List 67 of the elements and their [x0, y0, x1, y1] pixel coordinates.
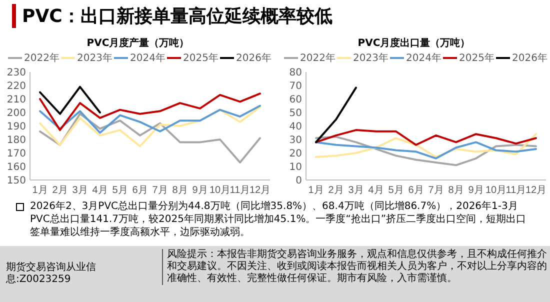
y-tick-label: 200	[6, 108, 26, 119]
x-tick-label: 11月	[230, 185, 250, 196]
line-series	[39, 112, 261, 164]
legend-label: 2026年	[512, 52, 548, 64]
legend-label: 2025年	[183, 52, 218, 64]
legend-label: 2024年	[130, 52, 166, 64]
line-series	[315, 136, 537, 166]
y-tick-label: 150	[6, 176, 26, 186]
x-tick-label: 5月	[388, 185, 404, 196]
x-tick-label: 3月	[348, 185, 364, 196]
x-tick-label: 10月	[485, 185, 507, 196]
y-tick-label: 210	[6, 94, 26, 106]
line-series	[315, 133, 537, 158]
x-tick-label: 9月	[192, 185, 208, 196]
y-tick-label: 50	[289, 108, 302, 119]
x-tick-label: 7月	[152, 185, 168, 196]
x-tick-label: 6月	[132, 185, 148, 196]
legend-label: 2024年	[406, 52, 442, 64]
line-series	[315, 141, 537, 160]
chart-title: PVC月度出口量（万吨）	[358, 37, 470, 49]
text: 风险提示：本报告非期货交易咨询业务服务，观点和信息仅供参考，且不构成任何推介和交易建议。不因关注、收到或阅读本报告而视相关人员为客户，不对以上分享内容的准确性、有效性、完整性做任何保证。期市有风险，入市需谨慎。	[162, 249, 550, 285]
y-tick-label: 0	[296, 176, 302, 186]
y-tick-label: 20	[289, 148, 302, 160]
x-tick-label: 2月	[328, 185, 344, 196]
line-series	[39, 92, 261, 132]
y-tick-label: 40	[289, 122, 302, 132]
text: 2026年2、3月PVC总出口量分别为44.8万吨（同比增35.8%）、68.4万吨（同比增86.7%），2026年1-3月PVC总出口量141.7万吨，较2025年同期累计同比增加45.1%。一季度“抢出口”挤压二季度出口空间，短期出口签单量难以维持一季度高额水平，边际驱动减弱。	[30, 200, 528, 239]
x-tick-label: 9月	[468, 185, 484, 196]
legend-label: 2025年	[459, 52, 494, 64]
x-tick-label: 8月	[448, 185, 464, 196]
legend-label: 2023年	[77, 52, 112, 64]
x-tick-label: 11月	[506, 185, 526, 196]
x-tick-label: 8月	[172, 185, 188, 196]
y-tick-label: 160	[6, 162, 26, 173]
x-tick-label: 5月	[112, 185, 128, 196]
x-tick-label: 1月	[308, 185, 324, 196]
y-tick-label: 60	[289, 94, 302, 106]
y-tick-label: 190	[6, 122, 26, 132]
y-tick-label: 70	[289, 81, 302, 92]
x-tick-label: 4月	[368, 185, 384, 196]
line-series	[315, 129, 537, 146]
x-tick-label: 7月	[428, 185, 444, 196]
y-tick-label: 80	[289, 68, 302, 78]
y-tick-label: 30	[289, 135, 302, 146]
line-series	[39, 86, 101, 115]
x-tick-label: 2月	[52, 185, 68, 196]
x-tick-label: 6月	[408, 185, 424, 196]
y-tick-label: 180	[6, 135, 26, 146]
y-tick-label: 220	[6, 81, 26, 92]
legend-label: 2023年	[353, 52, 388, 64]
legend-label: 2022年	[24, 52, 60, 64]
x-tick-label: 10月	[209, 185, 231, 196]
line-series	[39, 104, 261, 134]
text: PVC：出口新接单量高位延续概率较低	[12, 4, 332, 28]
x-tick-label: 12月	[249, 185, 271, 196]
y-tick-label: 170	[6, 148, 26, 160]
legend-label: 2022年	[300, 52, 336, 64]
x-tick-label: 3月	[72, 185, 88, 196]
y-tick-label: 10	[289, 162, 302, 173]
legend-label: 2026年	[236, 52, 272, 64]
chart-title: PVC月度产量（万吨）	[86, 37, 190, 49]
x-tick-label: 12月	[525, 185, 547, 196]
line-series	[39, 106, 261, 148]
x-tick-label: 1月	[32, 185, 48, 196]
x-tick-label: 4月	[92, 185, 108, 196]
text: 期货交易咨询从业信息:Z0023259	[6, 262, 97, 286]
y-tick-label: 230	[6, 68, 26, 78]
